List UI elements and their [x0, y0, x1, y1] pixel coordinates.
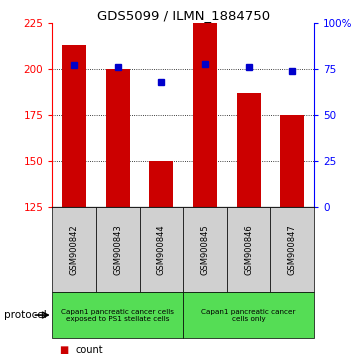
Text: GSM900842: GSM900842: [70, 224, 79, 275]
Text: protocol: protocol: [4, 310, 46, 320]
Bar: [193, 23, 217, 207]
Text: GSM900847: GSM900847: [288, 224, 297, 275]
Title: GDS5099 / ILMN_1884750: GDS5099 / ILMN_1884750: [97, 9, 270, 22]
Text: GSM900844: GSM900844: [157, 224, 166, 275]
Text: GSM900846: GSM900846: [244, 224, 253, 275]
Bar: [237, 93, 261, 207]
Text: ■: ■: [60, 346, 69, 354]
Text: count: count: [76, 346, 104, 354]
Bar: [62, 45, 86, 207]
Bar: [149, 161, 173, 207]
Text: GSM900845: GSM900845: [200, 224, 209, 275]
Text: Capan1 pancreatic cancer
cells only: Capan1 pancreatic cancer cells only: [201, 309, 296, 321]
Text: Capan1 pancreatic cancer cells
exposed to PS1 stellate cells: Capan1 pancreatic cancer cells exposed t…: [61, 309, 174, 321]
Bar: [106, 69, 130, 207]
Bar: [280, 115, 304, 207]
Text: GSM900843: GSM900843: [113, 224, 122, 275]
